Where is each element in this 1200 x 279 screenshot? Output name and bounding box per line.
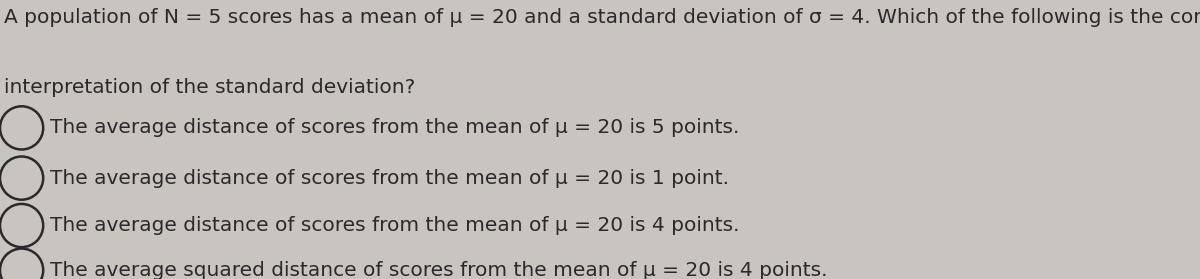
Text: The average squared distance of scores from the mean of μ = 20 is 4 points.: The average squared distance of scores f…	[50, 261, 828, 279]
Text: The average distance of scores from the mean of μ = 20 is 4 points.: The average distance of scores from the …	[50, 216, 740, 235]
Text: interpretation of the standard deviation?: interpretation of the standard deviation…	[4, 78, 415, 97]
Text: The average distance of scores from the mean of μ = 20 is 1 point.: The average distance of scores from the …	[50, 169, 730, 187]
Text: A population of N = 5 scores has a mean of μ = 20 and a standard deviation of σ : A population of N = 5 scores has a mean …	[4, 8, 1200, 27]
Text: The average distance of scores from the mean of μ = 20 is 5 points.: The average distance of scores from the …	[50, 118, 739, 137]
